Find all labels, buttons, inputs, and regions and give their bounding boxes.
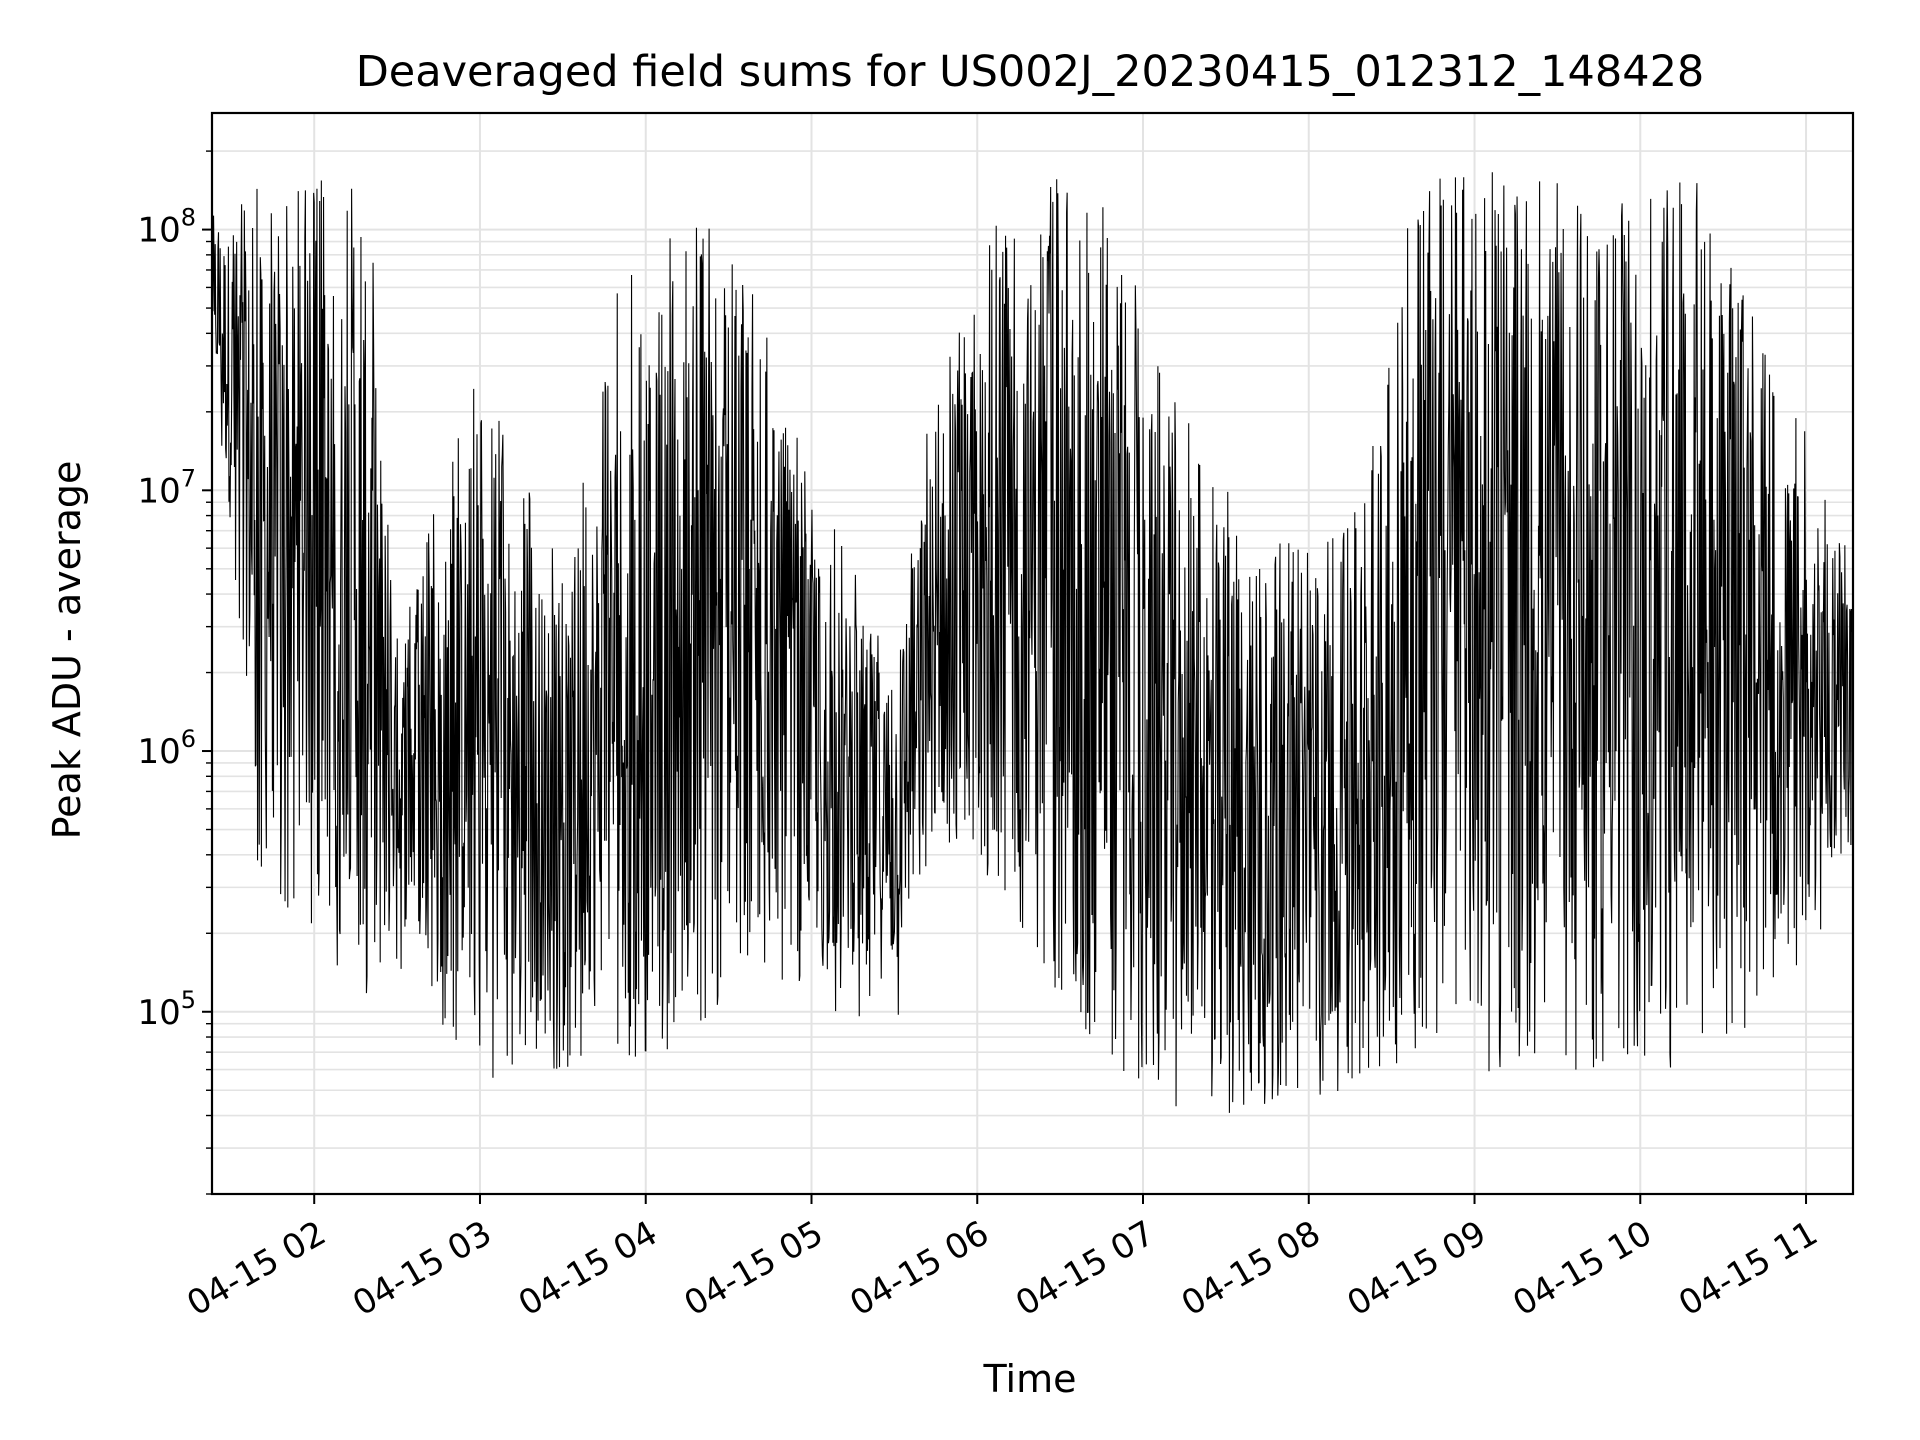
y-tick-label-exponent: 8 [181,204,196,232]
y-tick-label: 108 [137,204,196,251]
y-axis-label: Peak ADU - average [45,461,89,840]
y-tick-label: 105 [137,986,196,1033]
x-axis-label: Time [983,1357,1077,1401]
y-tick-label: 107 [137,464,196,511]
y-tick-label-exponent: 6 [181,725,196,753]
y-tick-label-exponent: 7 [181,464,196,492]
signal-line [212,172,1853,1113]
y-tick-label: 106 [137,725,196,772]
y-tick-label-exponent: 5 [181,986,196,1014]
y-tick-label-base: 10 [137,732,180,772]
chart-title: Deaveraged field sums for US002J_2023041… [356,47,1705,97]
y-tick-label-base: 10 [137,471,180,511]
plot-frame [210,111,1855,1196]
y-tick-label-base: 10 [137,211,180,251]
y-tick-label-base: 10 [137,993,180,1033]
signal-series [212,172,1853,1113]
